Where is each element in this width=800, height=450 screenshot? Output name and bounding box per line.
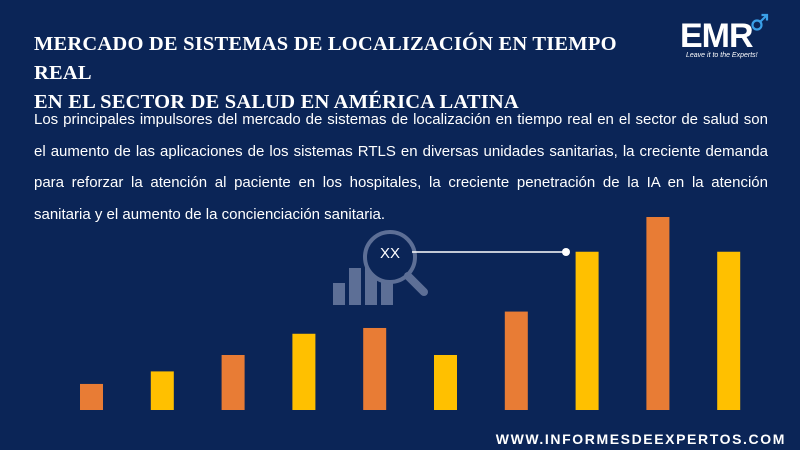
- chart-bar-8: [575, 251, 599, 410]
- logo-text: EMR: [680, 17, 754, 55]
- logo-tagline: Leave it to the Experts!: [686, 52, 758, 59]
- title-line-2: EN EL SECTOR DE SALUD EN AMÉRICA LATINA: [34, 91, 519, 113]
- chart-bar-4: [292, 333, 316, 410]
- chart-search-icon: [333, 230, 428, 305]
- callout: XX: [380, 245, 570, 262]
- chart-bar-3: [221, 354, 245, 410]
- chart-bar-6: [434, 354, 457, 410]
- mini-bar-icon-2: [349, 268, 361, 305]
- title-line-1: MERCADO DE SISTEMAS DE LOCALIZACIÓN EN T…: [34, 33, 617, 84]
- magnifier-handle-icon: [404, 272, 428, 296]
- chart-bar-7: [504, 311, 528, 410]
- chart-bars: [80, 217, 741, 410]
- callout-dot: [562, 248, 570, 256]
- description-text: Los principales impulsores del mercado d…: [34, 111, 768, 223]
- chart-bar-5: [363, 327, 387, 410]
- footer-website: WWW.INFORMESDEEXPERTOS.COM: [495, 431, 786, 447]
- emr-logo: EMR Leave it to the Experts!: [676, 12, 776, 68]
- chart-bar-9: [646, 217, 670, 410]
- chart-bar-1: [80, 383, 103, 410]
- mini-bar-icon-1: [333, 283, 345, 305]
- chart-bar-2: [150, 371, 174, 410]
- callout-label: XX: [380, 245, 400, 262]
- page-title: MERCADO DE SISTEMAS DE LOCALIZACIÓN EN T…: [34, 30, 674, 117]
- male-symbol-icon: [751, 13, 769, 31]
- magnifier-lens-icon: [363, 230, 417, 284]
- chart-bar-10: [717, 251, 741, 410]
